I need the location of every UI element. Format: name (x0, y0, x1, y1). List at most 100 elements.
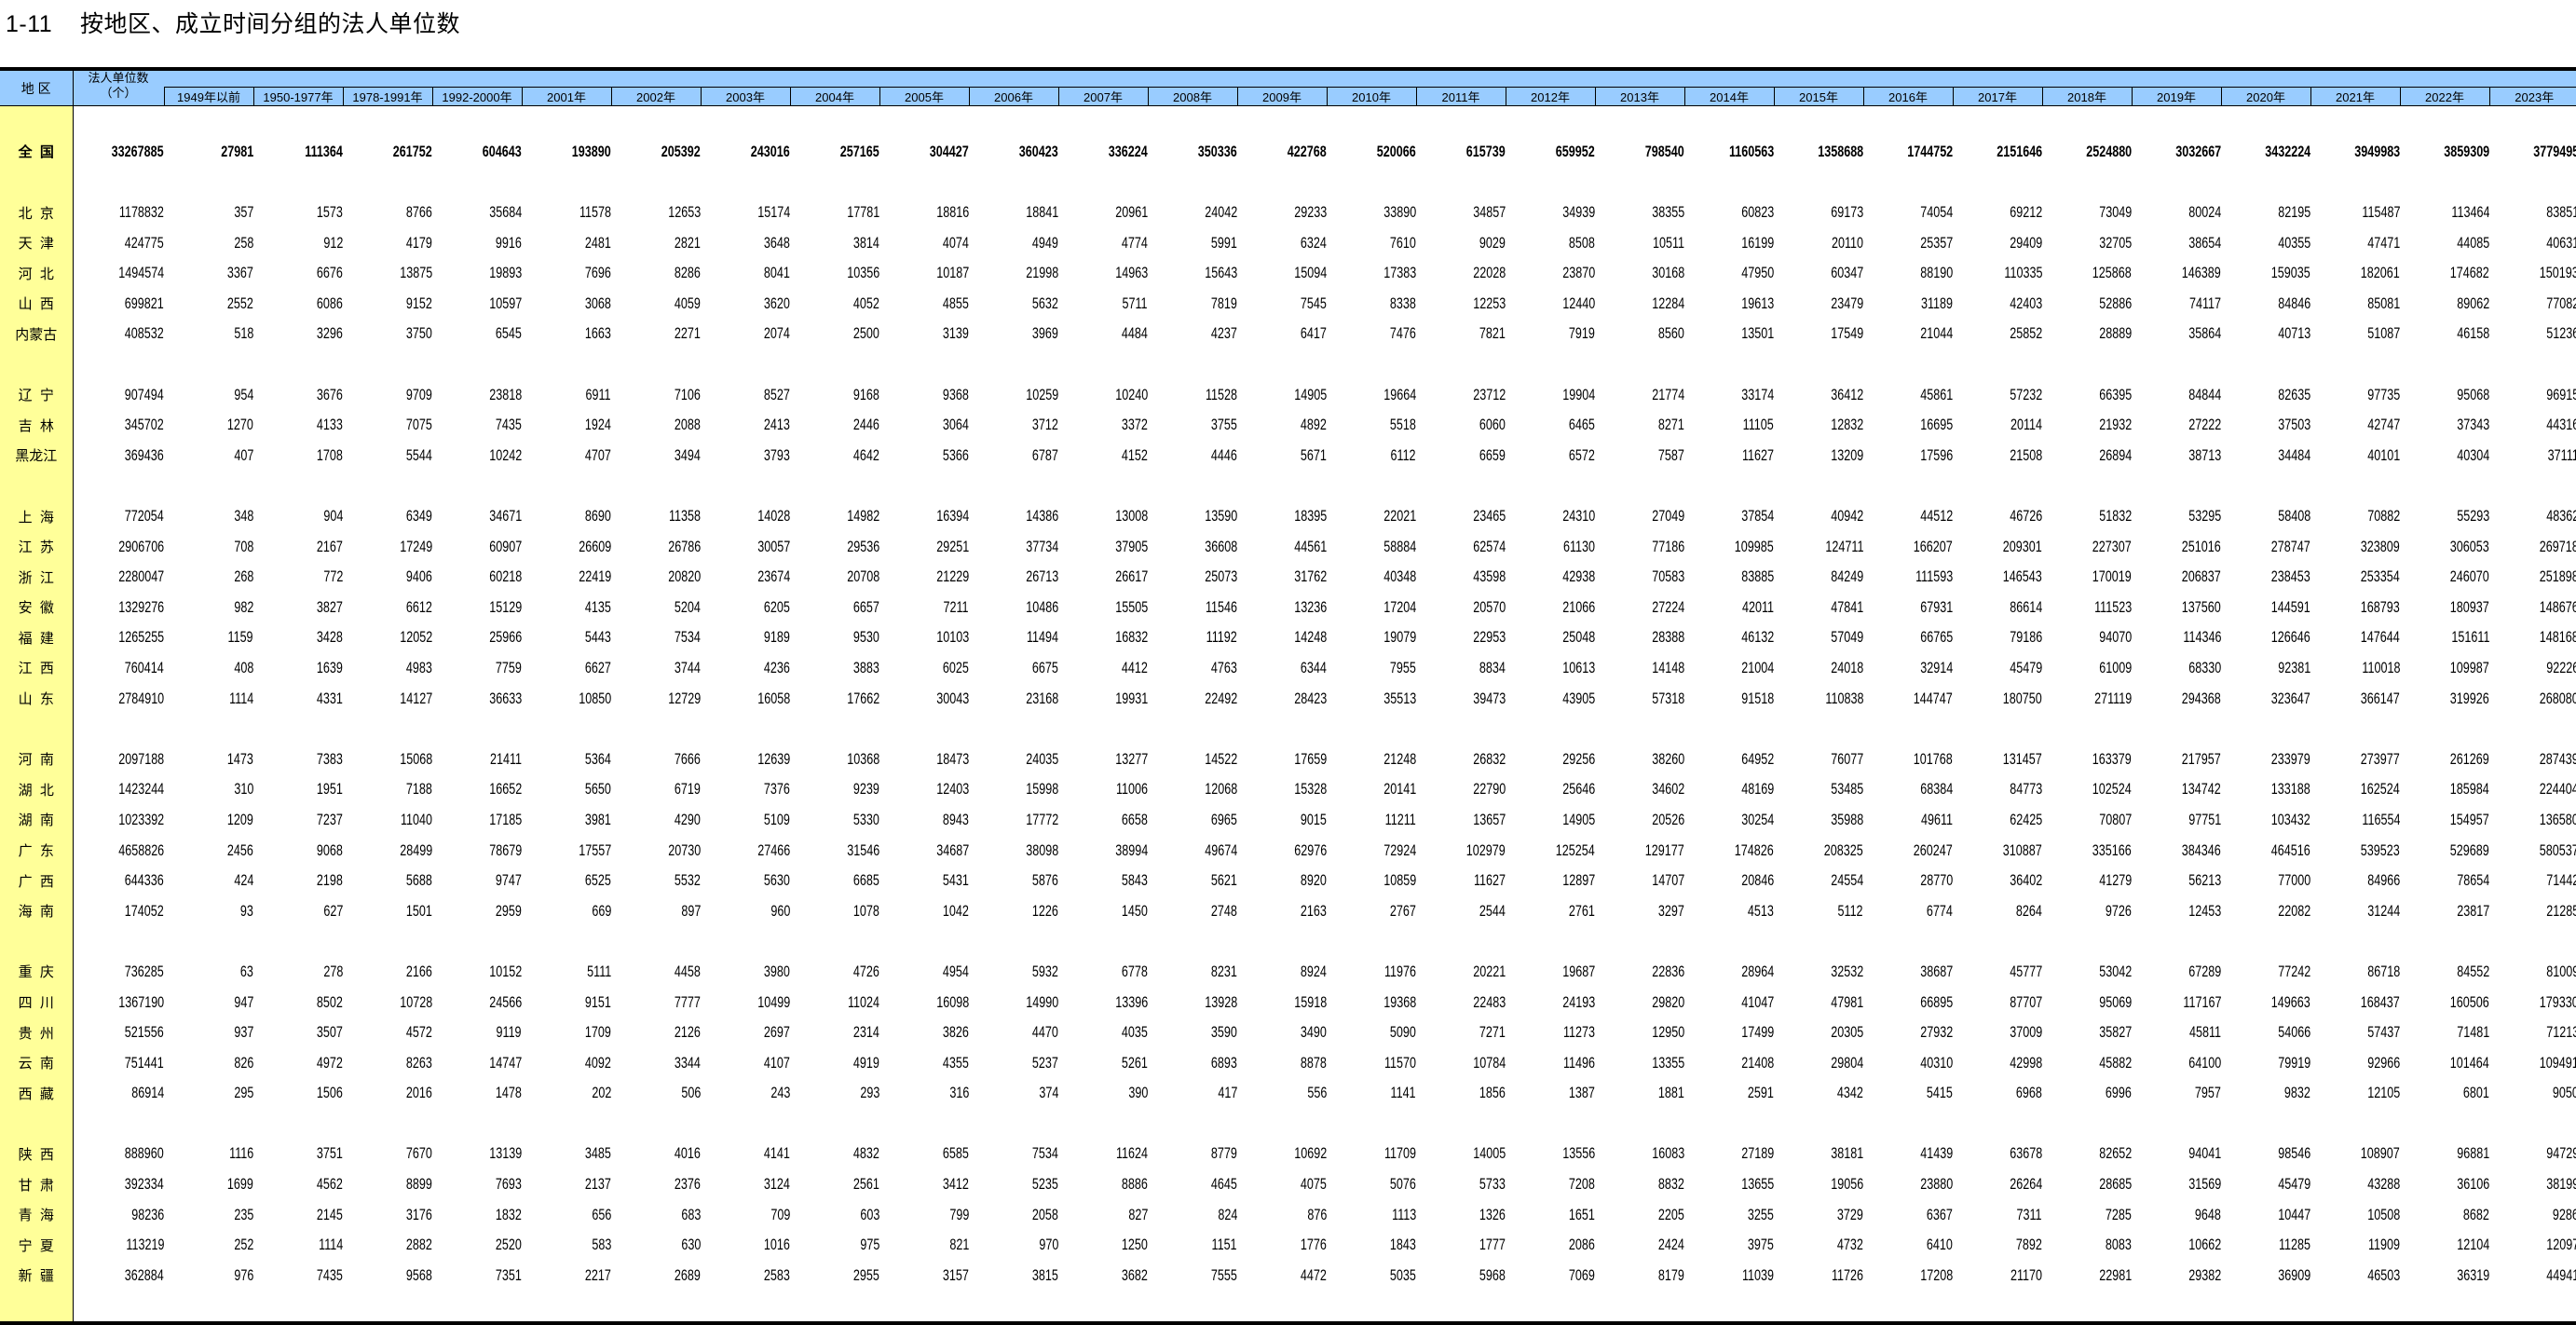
value-cell: 2882 (343, 1230, 432, 1261)
value-cell: 109491 (2489, 1047, 2576, 1078)
cell-value: 16058 (757, 689, 790, 707)
value-cell: 656 (522, 1199, 611, 1230)
value-cell: 7534 (611, 622, 701, 653)
value-cell: 17596 (1863, 441, 1953, 471)
value-cell: 22021 (1327, 501, 1416, 532)
cell-value: 4059 (675, 294, 701, 312)
value-cell: 16058 (701, 683, 790, 714)
cell-value: 10187 (936, 264, 969, 282)
value-cell: 21004 (1684, 653, 1774, 684)
value-cell: 2552 (164, 289, 253, 320)
cell-value: 3859309 (2444, 142, 2489, 160)
value-cell: 3157 (879, 1261, 969, 1291)
value-cell: 518 (164, 319, 253, 349)
cell-value: 14707 (1652, 871, 1684, 890)
cell-value: 25646 (1562, 780, 1595, 799)
cell-value: 10613 (1562, 658, 1595, 676)
cell-value: 27981 (221, 142, 253, 160)
cell-value: 4141 (764, 1144, 790, 1163)
value-cell: 23870 (1506, 258, 1595, 289)
cell-value: 699821 (125, 294, 164, 312)
value-cell: 5431 (879, 866, 969, 896)
value-cell: 19613 (1684, 289, 1774, 320)
cell-value: 86718 (2367, 962, 2400, 980)
value-cell: 19931 (1058, 683, 1148, 714)
cell-value: 8231 (1211, 962, 1237, 980)
value-cell: 41439 (1863, 1139, 1953, 1169)
value-cell: 22953 (1416, 622, 1506, 653)
cell-value: 4035 (1122, 1023, 1148, 1042)
cell-value: 2167 (317, 537, 343, 555)
value-cell: 2163 (1237, 895, 1327, 926)
cell-value: 32705 (2099, 233, 2132, 252)
column-header: 2020年 (2220, 87, 2310, 106)
cell-value: 9189 (764, 628, 790, 647)
cell-value: 13590 (1205, 507, 1237, 526)
value-cell: 709 (701, 1199, 790, 1230)
value-cell: 1951 (253, 774, 343, 805)
cell-value: 1367190 (118, 992, 164, 1011)
value-cell: 67289 (2132, 957, 2221, 988)
cell-value: 49611 (1920, 810, 1953, 828)
value-cell: 7271 (1416, 1018, 1506, 1048)
value-cell: 24566 (432, 987, 522, 1018)
cell-value: 310 (234, 780, 253, 799)
cell-value: 14905 (1294, 385, 1327, 403)
cell-value: 202 (592, 1084, 611, 1102)
value-cell: 4074 (879, 227, 969, 258)
value-cell: 71481 (2400, 1018, 2489, 1048)
value-cell: 7693 (432, 1169, 522, 1200)
table-row: 上 海 772054 348 904 6349 34671 8690 11358 14028 14… (0, 500, 2576, 532)
region-name: 海 南 (0, 895, 74, 927)
cell-value: 3494 (675, 445, 701, 464)
cell-value: 19056 (1831, 1175, 1863, 1194)
cell-value: 38654 (2188, 233, 2221, 252)
cell-value: 19687 (1562, 962, 1595, 980)
value-cell: 826 (164, 1047, 253, 1078)
table-row: 黑龙江 369436 407 1708 5544 10242 4707 3494 3793 464… (0, 440, 2576, 471)
value-cell: 520066 (1327, 137, 1416, 168)
value-cell: 7208 (1506, 1169, 1595, 1200)
cell-value: 17549 (1831, 324, 1863, 343)
region-name: 安 徽 (0, 592, 74, 623)
value-cell: 7587 (1595, 441, 1684, 471)
value-cell: 772 (253, 562, 343, 593)
value-cell: 294368 (2132, 683, 2221, 714)
value-cell: 16695 (1863, 410, 1953, 441)
cell-value: 16083 (1652, 1144, 1684, 1163)
cell-value: 84552 (2457, 962, 2489, 980)
cell-value: 10499 (757, 992, 790, 1011)
cell-value: 360423 (1019, 142, 1058, 160)
cell-value: 4236 (764, 658, 790, 676)
value-cell: 3255 (1684, 1199, 1774, 1230)
total-cell: 751441 (73, 1047, 164, 1078)
cell-value: 42011 (1741, 597, 1774, 616)
cell-value: 1113 (1391, 1205, 1416, 1223)
cell-value: 10662 (2188, 1236, 2221, 1254)
cell-value: 10356 (847, 264, 879, 282)
cell-value: 5330 (853, 810, 879, 828)
value-cell: 4179 (343, 227, 432, 258)
cell-value: 11494 (1026, 628, 1058, 647)
value-cell: 407 (164, 441, 253, 471)
value-cell: 1699 (164, 1169, 253, 1200)
cell-value: 22021 (1383, 507, 1416, 526)
cell-value: 5991 (1211, 233, 1237, 252)
cell-value: 84773 (2010, 780, 2042, 799)
value-cell: 8041 (701, 258, 790, 289)
cell-value: 110838 (1824, 689, 1863, 707)
value-cell: 3980 (701, 957, 790, 988)
value-cell: 89062 (2400, 289, 2489, 320)
value-cell: 96915 (2489, 379, 2576, 410)
region-name: 四 川 (0, 987, 74, 1018)
value-cell: 38355 (1595, 198, 1684, 228)
value-cell: 6911 (522, 379, 611, 410)
cell-value: 3981 (585, 810, 611, 828)
value-cell: 24310 (1506, 501, 1595, 532)
value-cell: 58884 (1327, 531, 1416, 562)
value-cell: 6787 (969, 441, 1058, 471)
cell-value: 3827 (317, 597, 343, 616)
cell-value: 30057 (757, 537, 790, 555)
cell-value: 12105 (2367, 1084, 2400, 1102)
cell-value: 78654 (2457, 871, 2489, 890)
